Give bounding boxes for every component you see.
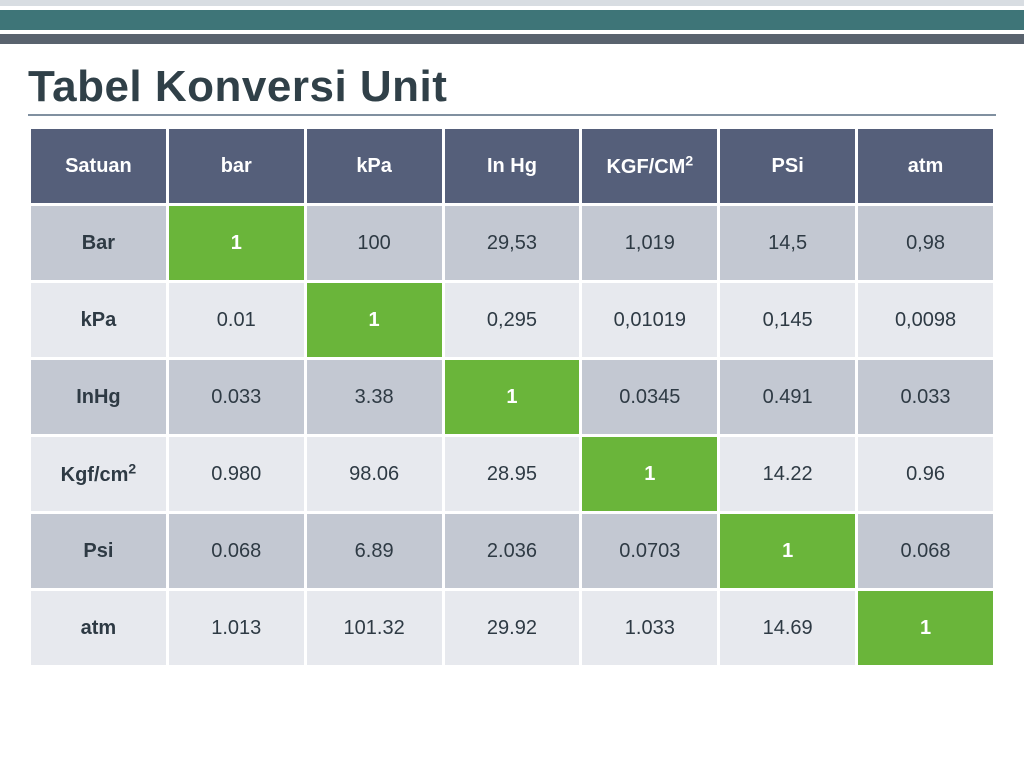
col-header-2: kPa bbox=[307, 129, 442, 203]
cell-3-4: 14.22 bbox=[720, 437, 855, 511]
table-row: Bar110029,531,01914,50,98 bbox=[31, 206, 993, 280]
cell-5-1: 101.32 bbox=[307, 591, 442, 665]
cell-0-3: 1,019 bbox=[582, 206, 717, 280]
cell-1-3: 0,01019 bbox=[582, 283, 717, 357]
row-label-2: InHg bbox=[31, 360, 166, 434]
cell-1-4: 0,145 bbox=[720, 283, 855, 357]
cell-4-5: 0.068 bbox=[858, 514, 993, 588]
col-header-6: atm bbox=[858, 129, 993, 203]
col-header-3: In Hg bbox=[445, 129, 580, 203]
cell-1-2: 0,295 bbox=[445, 283, 580, 357]
row-label-3: Kgf/cm2 bbox=[31, 437, 166, 511]
title-text: Tabel Konversi Unit bbox=[28, 62, 447, 111]
cell-4-3: 0.0703 bbox=[582, 514, 717, 588]
col-header-4: KGF/CM2 bbox=[582, 129, 717, 203]
cell-1-1: 1 bbox=[307, 283, 442, 357]
cell-0-0: 1 bbox=[169, 206, 304, 280]
cell-1-5: 0,0098 bbox=[858, 283, 993, 357]
table-row: Psi0.0686.892.0360.070310.068 bbox=[31, 514, 993, 588]
cell-0-2: 29,53 bbox=[445, 206, 580, 280]
cell-4-2: 2.036 bbox=[445, 514, 580, 588]
row-label-4: Psi bbox=[31, 514, 166, 588]
cell-4-0: 0.068 bbox=[169, 514, 304, 588]
cell-5-0: 1.013 bbox=[169, 591, 304, 665]
cell-0-1: 100 bbox=[307, 206, 442, 280]
cell-2-4: 0.491 bbox=[720, 360, 855, 434]
cell-1-0: 0.01 bbox=[169, 283, 304, 357]
row-label-0: Bar bbox=[31, 206, 166, 280]
col-header-0: Satuan bbox=[31, 129, 166, 203]
cell-2-3: 0.0345 bbox=[582, 360, 717, 434]
cell-4-4: 1 bbox=[720, 514, 855, 588]
cell-2-1: 3.38 bbox=[307, 360, 442, 434]
cell-3-1: 98.06 bbox=[307, 437, 442, 511]
col-header-1: bar bbox=[169, 129, 304, 203]
accent-band bbox=[0, 0, 1024, 44]
cell-5-5: 1 bbox=[858, 591, 993, 665]
cell-0-5: 0,98 bbox=[858, 206, 993, 280]
cell-2-2: 1 bbox=[445, 360, 580, 434]
col-header-5: PSi bbox=[720, 129, 855, 203]
table-header-row: SatuanbarkPaIn HgKGF/CM2PSiatm bbox=[31, 129, 993, 203]
cell-3-3: 1 bbox=[582, 437, 717, 511]
row-label-1: kPa bbox=[31, 283, 166, 357]
cell-2-0: 0.033 bbox=[169, 360, 304, 434]
cell-0-4: 14,5 bbox=[720, 206, 855, 280]
conversion-table: SatuanbarkPaIn HgKGF/CM2PSiatm Bar110029… bbox=[28, 126, 996, 668]
row-label-5: atm bbox=[31, 591, 166, 665]
cell-3-5: 0.96 bbox=[858, 437, 993, 511]
cell-2-5: 0.033 bbox=[858, 360, 993, 434]
table-row: Kgf/cm20.98098.0628.95114.220.96 bbox=[31, 437, 993, 511]
table-row: atm1.013101.3229.921.03314.691 bbox=[31, 591, 993, 665]
table-body: Bar110029,531,01914,50,98kPa0.0110,2950,… bbox=[31, 206, 993, 665]
table-row: kPa0.0110,2950,010190,1450,0098 bbox=[31, 283, 993, 357]
cell-3-2: 28.95 bbox=[445, 437, 580, 511]
cell-4-1: 6.89 bbox=[307, 514, 442, 588]
cell-5-3: 1.033 bbox=[582, 591, 717, 665]
cell-5-2: 29.92 bbox=[445, 591, 580, 665]
cell-5-4: 14.69 bbox=[720, 591, 855, 665]
cell-3-0: 0.980 bbox=[169, 437, 304, 511]
page-title: Tabel Konversi Unit bbox=[28, 62, 996, 116]
table-row: InHg0.0333.3810.03450.4910.033 bbox=[31, 360, 993, 434]
